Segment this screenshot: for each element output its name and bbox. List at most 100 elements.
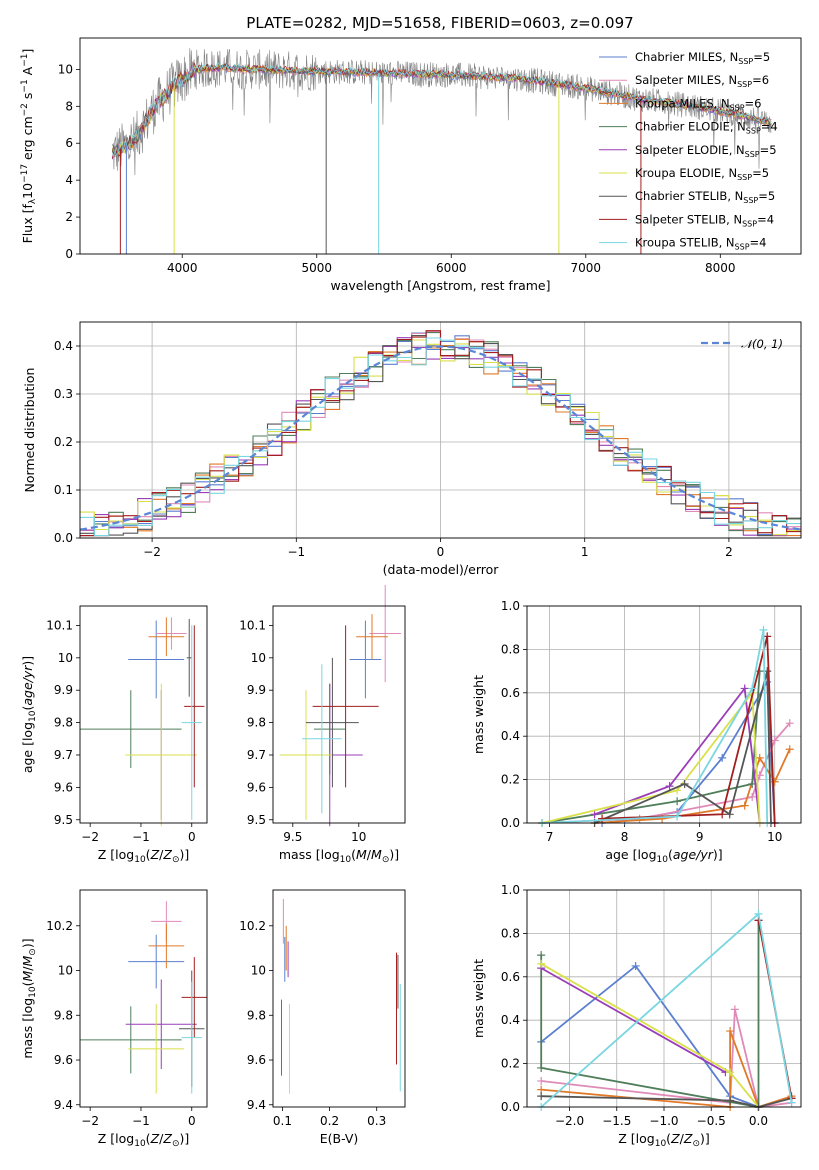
y-axis-label: Normed distribution: [22, 368, 37, 493]
line-cb_elodie: [540, 920, 760, 1109]
legend-label: Chabrier STELIB, NSSP=5: [635, 189, 775, 205]
y-axis-label: age [log10(age/yr)]: [20, 656, 38, 773]
gaussian-curve: [80, 345, 801, 531]
x-tick-label: 9: [696, 830, 704, 844]
y-tick-label: 0.0: [54, 531, 73, 545]
y-axis-label: mass [log10(M/M⊙)]: [20, 938, 38, 1058]
x-tick-label: 0: [188, 1114, 196, 1128]
x-tick-label: 8000: [705, 261, 736, 275]
x-tick-label: 6000: [436, 261, 467, 275]
x-tick-label: −2: [81, 1114, 99, 1128]
y-tick-label: 0.2: [54, 435, 73, 449]
y-tick-label: 10.1: [46, 618, 73, 632]
legend-model: Chabrier ELODIE, N: [635, 120, 746, 134]
line-kp_stelib: [540, 912, 793, 1108]
y-tick-label: 0.2: [501, 773, 520, 787]
y-tick-label: 9.9: [54, 683, 73, 697]
axes-frame: [79, 321, 802, 539]
y-tick-label: 0.0: [501, 1100, 520, 1114]
line-kp_miles: [594, 748, 791, 824]
y-tick-label: 9.9: [247, 683, 266, 697]
marker-cb_miles: [631, 961, 640, 970]
legend-subscript: SSP: [737, 173, 752, 182]
marker-sp_stelib: [598, 814, 607, 823]
y-tick-label: 1.0: [501, 883, 520, 897]
x-tick-label: −1: [287, 545, 305, 559]
marker-kp_elodie: [726, 1068, 735, 1077]
y-tick-label: 0.3: [54, 387, 73, 401]
x-tick-label: 7000: [571, 261, 602, 275]
x-tick-label: −1.0: [649, 1114, 678, 1128]
x-tick-label: 10: [767, 830, 782, 844]
marker-kp_stelib: [748, 684, 757, 693]
legend-label: 𝒩(0, 1): [741, 337, 783, 351]
y-axis-label: mass weight: [471, 959, 486, 1038]
spectrum-plot-area: [111, 48, 772, 254]
legend-label: Kroupa STELIB, NSSP=4: [635, 236, 766, 252]
marker-sp_stelib: [763, 632, 772, 641]
marker-kp_miles: [785, 745, 794, 754]
marker-kp_miles: [726, 1027, 735, 1036]
marker-cb_stelib: [725, 810, 734, 819]
y-tick-label: 0.4: [501, 729, 520, 743]
legend-count: =5: [758, 189, 775, 203]
legend-label: Salpeter MILES, NSSP=6: [635, 73, 769, 89]
marker-sp_miles: [748, 792, 757, 801]
axes-frame: [526, 605, 802, 824]
x-tick-label: 7: [546, 830, 554, 844]
legend-count: =5: [760, 143, 777, 157]
x-axis-label: Z [log10(Z/Z⊙)]: [618, 1131, 710, 1149]
x-axis-label: Z [log10(Z/Z⊙)]: [98, 847, 190, 865]
y-tick-label: 10.2: [46, 919, 73, 933]
marker-kp_miles: [740, 801, 749, 810]
extinction-mass-panel: 0.1 0.2 0.3 9.4 9.6 9.8 10 10.2 E(B-V): [239, 889, 406, 1146]
x-tick-label: 8: [621, 830, 629, 844]
legend-model: Kroupa ELODIE, N: [635, 166, 737, 180]
y-tick-label: 8: [65, 99, 73, 113]
y-tick-label: 0.0: [501, 816, 520, 830]
x-axis-label: age [log10(age/yr)]: [605, 847, 722, 865]
axes-frame: [79, 37, 802, 255]
line-kp_elodie: [541, 690, 761, 824]
y-tick-label: 9.6: [247, 780, 266, 794]
legend-subscript: SSP: [745, 150, 760, 159]
x-tick-label: 0.1: [273, 1114, 292, 1128]
y-axis-label: mass weight: [471, 675, 486, 754]
y-tick-label: 10: [251, 651, 266, 665]
x-tick-label: 0.2: [320, 1114, 339, 1128]
legend-model: Salpeter ELODIE, N: [635, 143, 745, 157]
y-tick-label: 0.2: [501, 1057, 520, 1071]
marker-kp_stelib: [754, 909, 763, 918]
y-tick-label: 6: [65, 136, 73, 150]
x-tick-label: 5000: [301, 261, 332, 275]
y-tick-label: 9.6: [54, 780, 73, 794]
y-tick-label: 9.8: [247, 716, 266, 730]
metallicity-mass-panel: −2 −1 0 9.4 9.6 9.8 10 10.2 Z [log10(Z/Z⊙)] mass …: [20, 889, 208, 1149]
legend-label: Kroupa ELODIE, NSSP=5: [635, 166, 769, 182]
legend-subscript: SSP: [735, 243, 750, 252]
legend-label: Kroupa MILES, NSSP=6: [635, 96, 761, 112]
legend-model: Chabrier MILES, N: [635, 50, 738, 64]
legend-subscript: SSP: [730, 103, 745, 112]
line-cb_stelib: [541, 1095, 792, 1108]
legend-label: Salpeter ELODIE, NSSP=5: [635, 143, 777, 159]
x-tick-label: −1: [132, 830, 150, 844]
marker-cb_elodie: [537, 951, 546, 960]
y-tick-label: 10: [251, 964, 266, 978]
marker-sp_elodie: [590, 810, 599, 819]
legend-subscript: SSP: [742, 219, 757, 228]
y-tick-label: 1.0: [501, 599, 520, 613]
y-tick-label: 9.8: [247, 1008, 266, 1022]
line-sp_elodie: [594, 686, 761, 824]
x-tick-label: 0: [437, 545, 445, 559]
legend-count: =5: [752, 166, 769, 180]
line-cb_elodie: [541, 671, 761, 824]
residual-histogram-panel: −2 −1 0 1 2 0.0 0.1 0.2 0.3 0.4 (data-model)/error…: [22, 321, 802, 577]
axes-frame: [79, 889, 208, 1108]
legend-model: Kroupa STELIB, N: [635, 236, 735, 250]
spectrum-panel: 4000 5000 6000 7000 8000 0 2 4 6 8 10 wavelength [A…: [20, 37, 802, 293]
marker-kp_stelib: [673, 812, 682, 821]
marker-kp_stelib: [787, 1098, 796, 1107]
marker-sp_elodie: [740, 684, 749, 693]
